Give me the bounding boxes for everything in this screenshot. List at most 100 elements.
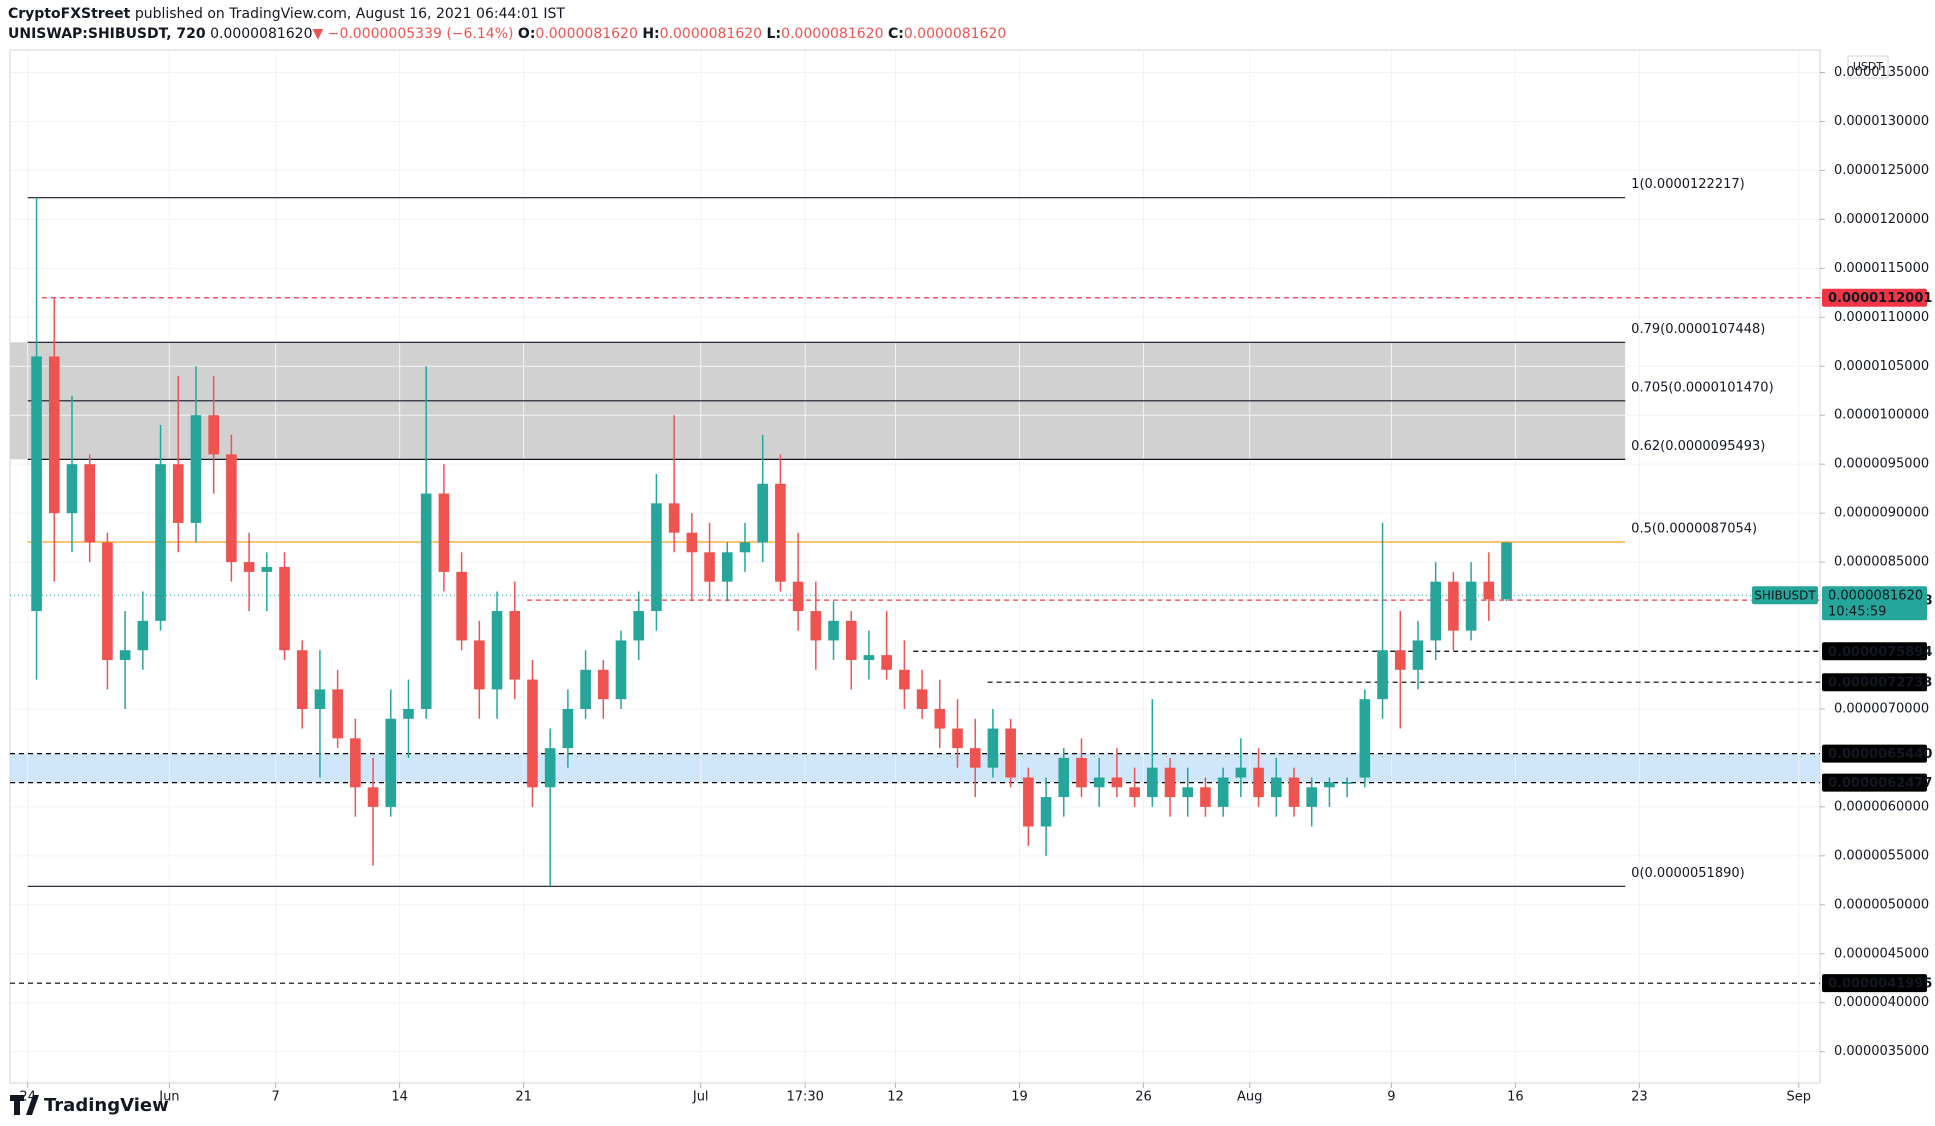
candle-body bbox=[1324, 782, 1335, 788]
candle-body bbox=[651, 503, 662, 612]
candle-body bbox=[863, 655, 875, 661]
last-price-name: SHIBUSDT bbox=[1754, 589, 1816, 603]
candle-body bbox=[1501, 542, 1512, 600]
candle-body bbox=[1076, 757, 1087, 788]
x-tick-label: 16 bbox=[1507, 1090, 1524, 1105]
candle-body bbox=[881, 655, 892, 670]
candle-body bbox=[1465, 581, 1477, 631]
candle-body bbox=[208, 415, 219, 455]
plot-frame bbox=[9, 49, 1821, 1084]
candle-body bbox=[509, 611, 521, 680]
candle-body bbox=[1164, 767, 1176, 798]
candle-body bbox=[704, 552, 715, 582]
x-tick-label: 7 bbox=[272, 1090, 280, 1105]
last-price-name-tag bbox=[1752, 586, 1818, 605]
candle-body bbox=[314, 689, 326, 709]
candle-body bbox=[580, 669, 591, 709]
candle-body bbox=[1448, 581, 1459, 631]
logo-icon bbox=[10, 1095, 39, 1115]
x-tick-label: Jul bbox=[692, 1090, 709, 1105]
candle-body bbox=[775, 483, 786, 582]
y-tick-label: 0.0000130000 bbox=[1834, 114, 1929, 129]
y-tick-label: 0.0000050000 bbox=[1834, 897, 1929, 912]
currency: USDT bbox=[1853, 60, 1884, 73]
candle-body bbox=[1412, 640, 1424, 670]
x-tick-label: Jun bbox=[158, 1090, 179, 1105]
price-tag bbox=[1822, 773, 1927, 792]
candle-body bbox=[615, 640, 627, 700]
candle-body bbox=[474, 640, 485, 690]
candle-body bbox=[190, 415, 202, 523]
fib-label: 0(0.0000051890) bbox=[1631, 866, 1745, 881]
candle-body bbox=[597, 669, 609, 700]
y-tick-label: 0.0000090000 bbox=[1834, 506, 1929, 521]
c-label: C: bbox=[887, 26, 904, 42]
candle-body bbox=[420, 493, 432, 709]
x-tick-label: 14 bbox=[391, 1090, 408, 1105]
h-label: H: bbox=[642, 26, 660, 42]
y-tick-label: 0.0000120000 bbox=[1834, 212, 1929, 227]
x-tick-label: 26 bbox=[1135, 1090, 1152, 1105]
change: ▼ −0.0000005339 (−6.14%) bbox=[312, 26, 514, 42]
price-tag-label: 0.0000075894 bbox=[1828, 645, 1932, 660]
h-value: 0.0000081620 bbox=[659, 26, 763, 42]
candle-body bbox=[1430, 581, 1441, 641]
candle-body bbox=[1288, 777, 1300, 807]
candle-body bbox=[916, 689, 928, 709]
candle-body bbox=[1394, 650, 1406, 670]
price-tag-label: 0.0000041995 bbox=[1828, 977, 1932, 992]
price-tag-label: 0.0000065440 bbox=[1828, 747, 1932, 762]
published: published on TradingView.com, August 16,… bbox=[134, 6, 565, 22]
last: 0.0000081620 bbox=[210, 26, 313, 42]
ohlc-line: UNISWAP:SHIBUSDT, 720 0.0000081620▼ −0.0… bbox=[8, 26, 1006, 42]
y-tick-label: 0.0000125000 bbox=[1834, 163, 1929, 178]
y-tick-label: 0.0000070000 bbox=[1834, 701, 1929, 716]
candle-body bbox=[261, 566, 273, 572]
candle-body bbox=[1359, 699, 1371, 778]
price-tag bbox=[1822, 974, 1927, 993]
candle-body bbox=[845, 620, 857, 661]
candle-body bbox=[119, 650, 131, 661]
price-tag-label: 0.0000072733 bbox=[1828, 676, 1932, 691]
candle-body bbox=[668, 503, 680, 533]
fib-label: 0.705(0.0000101470) bbox=[1631, 380, 1773, 395]
candle-body bbox=[1040, 797, 1052, 827]
o-label: O: bbox=[517, 26, 536, 42]
candle-body bbox=[952, 728, 963, 749]
footer-logo: TradingView bbox=[10, 1095, 169, 1116]
last-price-label: 0.0000081620 bbox=[1828, 589, 1923, 604]
candle-body bbox=[1058, 757, 1070, 798]
price-tag bbox=[1822, 642, 1927, 661]
price-tag bbox=[1822, 591, 1927, 610]
candle-body bbox=[1182, 787, 1194, 798]
author: CryptoFXStreet bbox=[8, 6, 131, 22]
candle-body bbox=[1023, 777, 1034, 827]
candle-body bbox=[385, 718, 397, 807]
y-tick-label: 0.0000135000 bbox=[1834, 65, 1929, 80]
price-tag bbox=[1822, 288, 1927, 307]
last-price-tag bbox=[1822, 586, 1927, 621]
candle-body bbox=[1270, 777, 1282, 798]
header-line: CryptoFXStreet published on TradingView.… bbox=[8, 6, 565, 22]
symbol: UNISWAP:SHIBUSDT, 720 bbox=[8, 26, 206, 42]
fib-label: 0.62(0.0000095493) bbox=[1631, 439, 1765, 454]
fib-label: 1(0.0000122217) bbox=[1631, 177, 1745, 192]
y-tick-label: 0.0000045000 bbox=[1834, 946, 1929, 961]
fib-label: 0.79(0.0000107448) bbox=[1631, 322, 1765, 337]
candle-body bbox=[1306, 787, 1318, 807]
candle-body bbox=[544, 748, 556, 788]
candle-body bbox=[350, 738, 361, 788]
candle-body bbox=[1147, 767, 1158, 798]
candle-body bbox=[527, 679, 538, 788]
candle-body bbox=[1093, 777, 1105, 788]
candle-body bbox=[810, 611, 822, 641]
x-tick-label: 24 bbox=[19, 1090, 36, 1105]
candle-body bbox=[899, 669, 910, 690]
candle-body bbox=[1377, 650, 1388, 700]
candle-body bbox=[137, 620, 149, 651]
fib-label: 0.5(0.0000087054) bbox=[1631, 521, 1757, 536]
x-tick-label: 23 bbox=[1631, 1090, 1648, 1105]
y-tick-label: 0.0000035000 bbox=[1834, 1044, 1929, 1059]
y-tick-label: 0.0000040000 bbox=[1834, 995, 1929, 1010]
candle-body bbox=[66, 464, 78, 514]
